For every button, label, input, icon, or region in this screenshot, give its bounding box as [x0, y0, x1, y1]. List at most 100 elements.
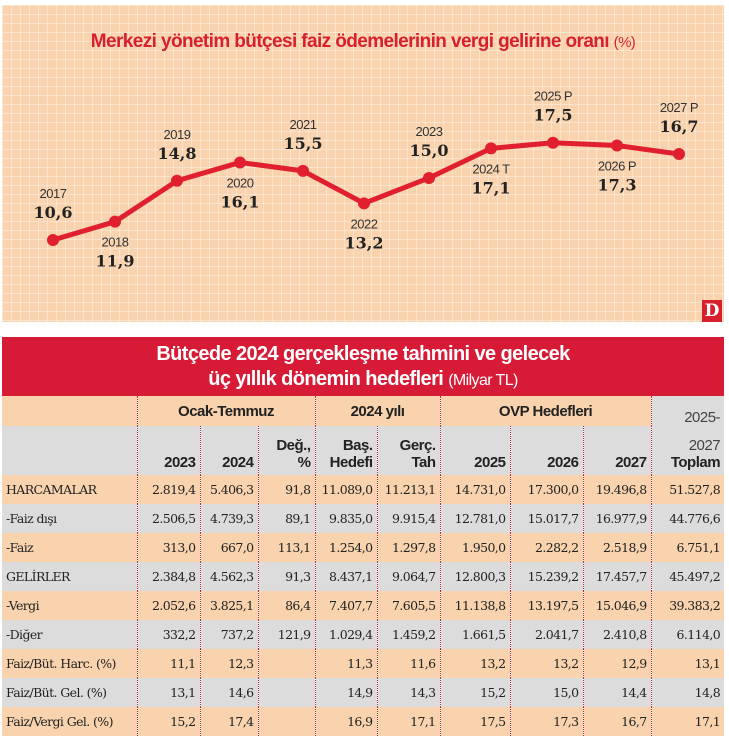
table-cell: 9.835,0 — [314, 504, 378, 533]
header-empty — [2, 396, 137, 426]
data-label: 14,8 — [158, 144, 197, 163]
data-label: 17,3 — [598, 176, 637, 195]
table-cell: 17,5 — [439, 707, 511, 736]
table-unit: (Milyar TL) — [448, 372, 518, 389]
table-cell: 13,2 — [439, 649, 511, 678]
col-gerc-tah: Gerç. Tah — [376, 426, 441, 475]
table-cell: 12,3 — [199, 649, 258, 678]
chart-title: Merkezi yönetim bütçesi faiz ödemelerini… — [2, 31, 724, 53]
table-row: Faiz/Büt. Gel. (%) 13,1 14,6 14,9 14,3 15,2 15… — [2, 678, 725, 707]
table-cell: 8.437,1 — [314, 562, 378, 591]
table-cell: 1.950,0 — [439, 533, 511, 562]
table-cell: 15,2 — [136, 707, 200, 736]
col-2024: 2024 — [199, 426, 258, 475]
table-row: -Diğer 332,2 737,2 121,9 1.029,4 1.459,2 1.661… — [2, 620, 725, 649]
table-cell: 11,3 — [314, 649, 378, 678]
header-empty — [2, 426, 137, 475]
table-cell: 14,8 — [650, 678, 725, 707]
category-label: 2017 — [40, 186, 67, 201]
category-label: 2019 — [164, 127, 191, 142]
table-cell: 17.300,0 — [509, 475, 584, 504]
data-label: 17,5 — [534, 106, 573, 125]
col-toplam: 2027 Toplam — [650, 426, 725, 475]
row-label: Faiz/Vergi Gel. (%) — [2, 707, 137, 736]
table-cell: 91,8 — [257, 475, 316, 504]
table-cell: 5.406,3 — [199, 475, 258, 504]
category-label: 2024 T — [472, 161, 510, 176]
table-cell: 3.825,1 — [199, 591, 258, 620]
data-label: 16,7 — [660, 117, 699, 136]
data-point — [485, 142, 497, 155]
col-degisim: Değ.,% — [257, 426, 316, 475]
table-row: HARCAMALAR 2.819,4 5.406,3 91,8 11.089,0 11.2… — [2, 475, 725, 504]
table-cell: 2.410,8 — [582, 620, 652, 649]
chart-panel: Merkezi yönetim bütçesi faiz ödemelerini… — [2, 5, 724, 322]
table-cell: 13.197,5 — [509, 591, 584, 620]
category-label: 2027 P — [660, 100, 698, 115]
category-label: 2023 — [416, 124, 443, 139]
data-label: 16,1 — [221, 192, 260, 211]
table-cell: 91,3 — [257, 562, 316, 591]
table-cell: 11,6 — [376, 649, 441, 678]
table-cell: 51.527,8 — [650, 475, 725, 504]
col-2027: 2027 — [582, 426, 652, 475]
table-row: -Faiz dışı 2.506,5 4.739,3 89,1 9.835,0 9.915… — [2, 504, 725, 533]
table-cell: 4.562,3 — [199, 562, 258, 591]
table-title: Bütçede 2024 gerçekleşme tahmini ve gele… — [2, 337, 724, 396]
table-cell: 44.776,6 — [650, 504, 725, 533]
table-cell: 15,0 — [509, 678, 584, 707]
table-cell: 19.496,8 — [582, 475, 652, 504]
table-cell: 16.977,9 — [582, 504, 652, 533]
table-cell: 11,1 — [136, 649, 200, 678]
table-cell: 14,9 — [314, 678, 378, 707]
table-row: Faiz/Vergi Gel. (%) 15,2 17,4 16,9 17,1 17,5 1… — [2, 707, 725, 736]
table-cell: 13,2 — [509, 649, 584, 678]
table-cell: 2.518,9 — [582, 533, 652, 562]
line-chart: 2017 10,6 2018 11,9 2019 14,8 2020 16,1 2021 15,5… — [34, 89, 699, 271]
table-cell: 17,3 — [509, 707, 584, 736]
table-cell: 17,1 — [376, 707, 441, 736]
table-cell: 2.052,6 — [136, 591, 200, 620]
data-point — [358, 197, 370, 210]
table-cell — [257, 707, 316, 736]
table-cell: 113,1 — [257, 533, 316, 562]
table-cell: 11.089,0 — [314, 475, 378, 504]
table-cell: 89,1 — [257, 504, 316, 533]
table-cell: 7.605,5 — [376, 591, 441, 620]
table-cell: 737,2 — [199, 620, 258, 649]
table-cell: 17.457,7 — [582, 562, 652, 591]
table-cell: 7.407,7 — [314, 591, 378, 620]
table-cell: 667,0 — [199, 533, 258, 562]
table-row: -Vergi 2.052,6 3.825,1 86,4 7.407,7 7.605,5 11… — [2, 591, 725, 620]
table-cell: 1.459,2 — [376, 620, 441, 649]
col-gerc-l2: Tah — [411, 454, 436, 471]
group-2024-yili: 2024 yılı — [314, 396, 441, 426]
table-cell: 15.046,9 — [582, 591, 652, 620]
table-cell: 16,7 — [582, 707, 652, 736]
table-row: Faiz/Büt. Harc. (%) 11,1 12,3 11,3 11,6 13,2 1… — [2, 649, 725, 678]
table-cell: 13,1 — [650, 649, 725, 678]
table-cell: 14,6 — [199, 678, 258, 707]
table-cell: 14,3 — [376, 678, 441, 707]
row-label: Faiz/Büt. Harc. (%) — [2, 649, 137, 678]
table-cell: 17,4 — [199, 707, 258, 736]
table-cell — [257, 678, 316, 707]
row-label: Faiz/Büt. Gel. (%) — [2, 678, 137, 707]
table-cell: 12.781,0 — [439, 504, 511, 533]
table-cell: 1.254,0 — [314, 533, 378, 562]
table-cell: 9.915,4 — [376, 504, 441, 533]
row-label: GELİRLER — [2, 562, 137, 591]
data-label: 15,5 — [284, 134, 323, 153]
group-ocak-temmuz: Ocak-Temmuz — [136, 396, 316, 426]
col-2026: 2026 — [509, 426, 584, 475]
logo: D — [702, 300, 722, 322]
table-cell: 121,9 — [257, 620, 316, 649]
table-cell: 11.213,1 — [376, 475, 441, 504]
row-label: -Diğer — [2, 620, 137, 649]
category-label: 2026 P — [598, 159, 636, 174]
data-point — [109, 215, 121, 228]
table-cell: 15.017,7 — [509, 504, 584, 533]
category-label: 2020 — [227, 175, 254, 190]
table-title-line2: üç yıllık dönemin hedefleri — [208, 368, 444, 390]
data-point — [297, 164, 309, 177]
